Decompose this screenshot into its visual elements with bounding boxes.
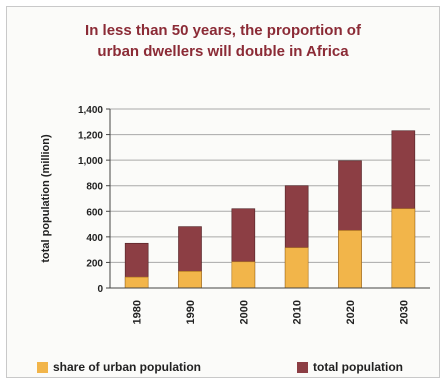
legend-swatch-total bbox=[297, 361, 308, 373]
legend-swatch-urban bbox=[37, 361, 48, 373]
y-tick-label: 200 bbox=[86, 258, 103, 269]
x-tick-label: 2030 bbox=[398, 300, 410, 324]
legend-label-urban: share of urban population bbox=[53, 360, 202, 374]
y-tick-label: 0 bbox=[97, 284, 103, 295]
y-tick-label: 1,200 bbox=[78, 131, 103, 142]
x-tick-label: 1990 bbox=[185, 300, 197, 324]
chart-frame bbox=[6, 6, 440, 378]
bar-urban-population bbox=[391, 208, 416, 289]
legend-label-total: total population bbox=[313, 360, 403, 374]
legend-item-total: total population bbox=[297, 360, 403, 374]
x-tick-label: 2020 bbox=[345, 300, 357, 324]
y-tick-label: 400 bbox=[86, 233, 103, 244]
bar-urban-population bbox=[231, 261, 256, 289]
chart-title-line-2: urban dwellers will double in Africa bbox=[97, 43, 349, 60]
gridlines bbox=[106, 108, 430, 289]
y-tick-label: 1,400 bbox=[78, 105, 103, 116]
legend: share of urban population total populati… bbox=[0, 360, 446, 378]
x-tick-label: 2010 bbox=[292, 300, 304, 324]
bars bbox=[124, 130, 416, 289]
chart-title-line-1: In less than 50 years, the proportion of bbox=[85, 22, 361, 39]
bar-urban-population bbox=[284, 247, 309, 289]
axes bbox=[109, 109, 430, 289]
chart-title: In less than 50 years, the proportion of… bbox=[0, 20, 446, 62]
x-tick-label: 1980 bbox=[132, 300, 144, 324]
y-tick-labels: 0 200 400 600 800 1,000 1,200 1,400 bbox=[78, 105, 103, 295]
y-tick-label: 600 bbox=[86, 207, 103, 218]
legend-item-urban: share of urban population bbox=[37, 360, 201, 374]
bar-urban-population bbox=[124, 276, 149, 289]
y-axis-title: total population (million) bbox=[40, 134, 52, 263]
x-tick-label: 2000 bbox=[238, 300, 250, 324]
bar-urban-population bbox=[338, 230, 362, 289]
y-tick-label: 800 bbox=[86, 182, 103, 193]
y-tick-label: 1,000 bbox=[78, 156, 103, 167]
x-tick-labels: 1980 1990 2000 2010 2020 2030 bbox=[132, 300, 411, 324]
bar-urban-population bbox=[178, 271, 202, 289]
